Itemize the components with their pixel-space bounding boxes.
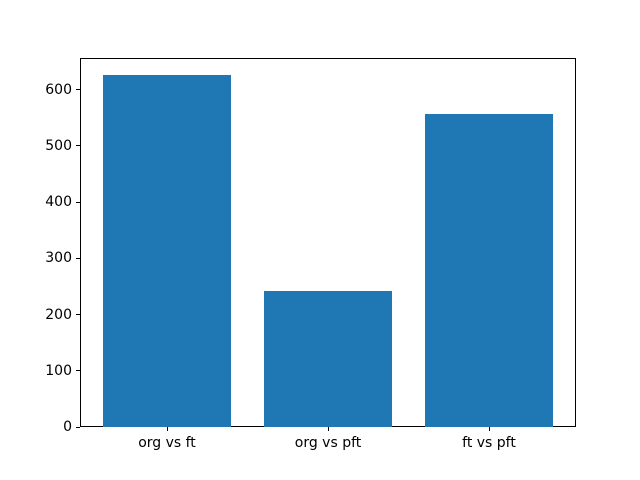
y-tick-label-6: 600 [45,81,72,98]
y-tick-label-2: 200 [45,306,72,323]
x-tick-mark-2 [488,427,490,431]
y-tick-mark-1 [76,370,80,372]
bar-2 [424,113,554,427]
y-tick-label-4: 400 [45,194,72,210]
y-tick-label-1: 100 [45,362,72,379]
y-tick-mark-2 [76,314,80,315]
x-tick-mark-0 [166,427,168,431]
x-tick-mark-1 [327,427,329,431]
y-tick-mark-0 [76,426,80,428]
y-tick-mark-3 [76,257,80,259]
y-tick-label-0: 0 [63,419,72,435]
y-tick-mark-4 [76,201,80,203]
bar-1 [263,290,393,427]
y-tick-label-3: 300 [45,250,72,267]
y-tick-mark-5 [76,145,80,147]
y-tick-mark-6 [76,89,80,90]
y-tick-label-5: 500 [45,137,72,154]
bar-0 [102,75,232,427]
x-tick-label-2: ft vs pft [462,435,516,451]
x-tick-label-1: org vs pft [294,435,362,451]
x-tick-label-0: org vs ft [138,435,196,451]
